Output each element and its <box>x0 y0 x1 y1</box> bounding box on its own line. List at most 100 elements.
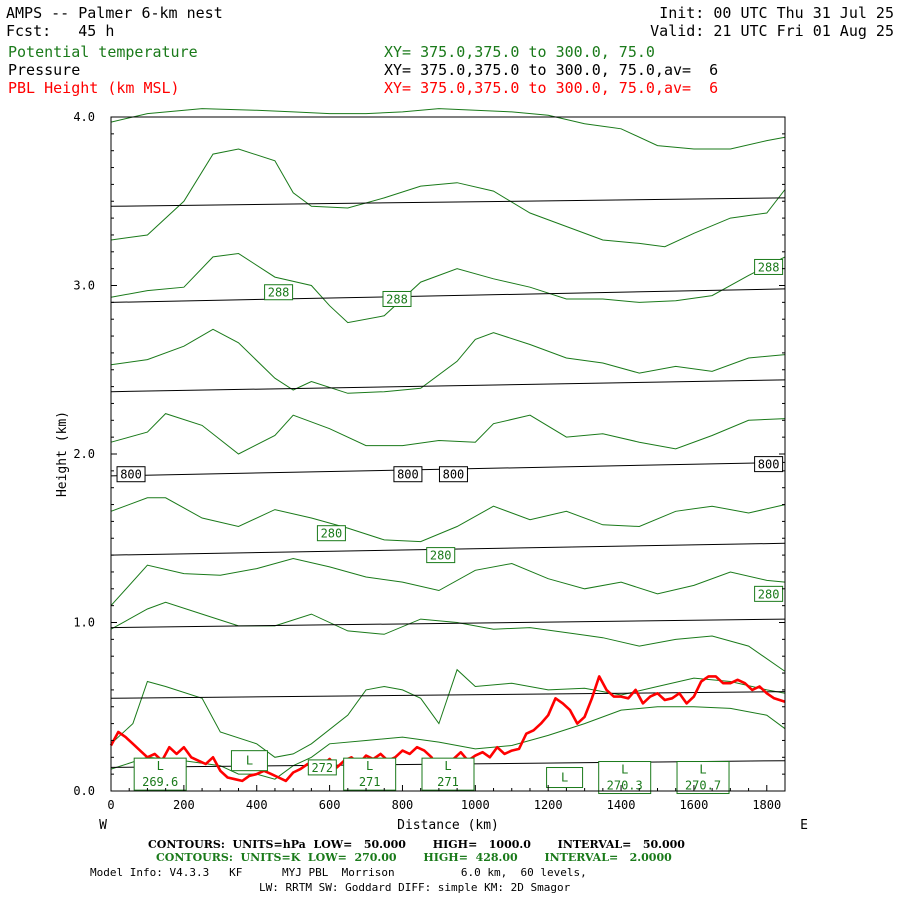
label-text: 280 <box>758 587 780 601</box>
low-center-box <box>133 757 187 791</box>
isentrope-label: 288 <box>754 258 784 275</box>
isentrope-line <box>110 252 786 324</box>
label-text: 280 <box>321 527 343 541</box>
x-tick-label: 1200 <box>534 798 563 812</box>
field-xy-pbl: XY= 375.0,375.0 to 300.0, 75.0,av= 6 <box>384 79 719 97</box>
y-tick-label: 4.0 <box>73 110 95 124</box>
label-text: 280 <box>430 549 452 563</box>
isentrope-label: L 271 <box>421 757 475 791</box>
low-center-value: 270.3 <box>607 779 643 793</box>
x-tick-label: 1600 <box>679 798 708 812</box>
isobar-line <box>110 691 786 699</box>
low-center-box <box>230 750 268 772</box>
isentrope-label: 288 <box>382 290 412 307</box>
isentrope-line <box>110 557 786 606</box>
low-center-marker: L <box>621 763 628 777</box>
isobar-line <box>110 197 786 207</box>
low-center-value: 270.7 <box>685 779 721 793</box>
label-text: 800 <box>397 468 419 482</box>
low-center-box <box>343 757 397 791</box>
low-center-value: 271 <box>437 775 459 789</box>
low-center-marker: L <box>444 759 451 773</box>
y-tick-label: 3.0 <box>73 279 95 293</box>
isentrope-line <box>110 668 786 758</box>
isentrope-line <box>110 328 786 394</box>
low-center-marker: L <box>699 763 706 777</box>
low-center-box <box>598 761 652 795</box>
field-name-pressure: Pressure <box>8 61 81 79</box>
theta-contour-info: CONTOURS: UNITS=K LOW= 270.00 HIGH= 428.… <box>156 851 672 864</box>
low-center-value: 271 <box>359 775 381 789</box>
isobar-line <box>110 461 786 477</box>
axes-layer: 0 200 400 600 800 1000 1200 1400 1600 1800 0.0 1.0 2… <box>73 110 786 812</box>
low-center-box <box>546 767 584 789</box>
model-info-line-1: Model Info: V4.3.3 KF MYJ PBL Morrison 6… <box>90 866 587 879</box>
label-text: 272 <box>311 761 333 775</box>
field-xy-pressure: XY= 375.0,375.0 to 300.0, 75.0,av= 6 <box>384 61 719 79</box>
label-box <box>754 585 784 602</box>
pbl-height-line <box>109 675 786 783</box>
label-box <box>382 290 412 307</box>
isobar-line <box>110 379 786 393</box>
y-tick-label: 2.0 <box>73 447 95 461</box>
pbl-layer <box>109 675 786 783</box>
isobar-label: 800 <box>438 466 468 483</box>
y-axis-label: Height (km) <box>55 411 70 497</box>
field-name-theta: Potential temperature <box>8 43 198 61</box>
label-text: 800 <box>758 458 780 472</box>
label-box <box>307 759 337 776</box>
isentrope-label: L <box>546 767 584 789</box>
isentrope-line <box>110 148 786 248</box>
label-box <box>754 456 784 473</box>
low-center-box <box>421 757 475 791</box>
isentrope-label: 280 <box>316 525 346 542</box>
field-name-pbl: PBL Height (km MSL) <box>8 79 180 97</box>
pressure-contour-info: CONTOURS: UNITS=hPa LOW= 50.000 HIGH= 10… <box>148 838 685 851</box>
isentrope-line <box>110 497 786 543</box>
isobar-label: 800 <box>754 456 784 473</box>
isentrope-label: 280 <box>426 547 456 564</box>
label-text: 800 <box>443 468 465 482</box>
x-tick-label: 400 <box>246 798 268 812</box>
y-tick-label: 0.0 <box>73 784 95 798</box>
label-text: 800 <box>120 468 142 482</box>
low-center-marker: L <box>366 759 373 773</box>
isentrope-label: 272 <box>307 759 337 776</box>
isentrope-label: 280 <box>754 585 784 602</box>
contour-label-layer: 288 288 288 280 280 280 L 269.6 L 272 L 271 L 271 L L 27… <box>116 258 784 795</box>
label-text: 288 <box>268 286 290 300</box>
init-time: Init: 00 UTC Thu 31 Jul 25 <box>659 4 894 22</box>
x-tick-label: 1000 <box>461 798 490 812</box>
x-axis-label: Distance (km) <box>397 818 499 833</box>
isentrope-label: L <box>230 750 268 772</box>
label-text: 288 <box>758 260 780 274</box>
isentrope-layer <box>110 108 786 780</box>
x-tick-label: 1800 <box>752 798 781 812</box>
isobar-line <box>110 542 786 556</box>
isentrope-line <box>110 108 786 150</box>
label-box <box>426 547 456 564</box>
valid-time: Valid: 21 UTC Fri 01 Aug 25 <box>650 22 894 40</box>
x-tick-label: 800 <box>392 798 414 812</box>
field-xy-theta: XY= 375.0,375.0 to 300.0, 75.0 <box>384 43 655 61</box>
low-center-box <box>676 761 730 795</box>
isentrope-label: L 271 <box>343 757 397 791</box>
low-center-value: 269.6 <box>142 775 178 789</box>
isobar-label: 800 <box>116 466 146 483</box>
isobar-label: 800 <box>393 466 423 483</box>
label-box <box>754 258 784 275</box>
isentrope-label: 288 <box>264 284 294 301</box>
label-text: 288 <box>386 292 408 306</box>
product-title: AMPS -- Palmer 6-km nest <box>6 4 223 22</box>
isentrope-line <box>110 706 786 780</box>
low-center-marker: L <box>246 754 253 768</box>
isentrope-label: L 270.3 <box>598 761 652 795</box>
x-tick-label: 1400 <box>607 798 636 812</box>
x-tick-label: 600 <box>319 798 341 812</box>
label-box <box>438 466 468 483</box>
isentrope-line <box>110 413 786 455</box>
y-tick-label: 1.0 <box>73 616 95 630</box>
low-center-marker: L <box>157 759 164 773</box>
isobar-layer <box>110 197 786 768</box>
